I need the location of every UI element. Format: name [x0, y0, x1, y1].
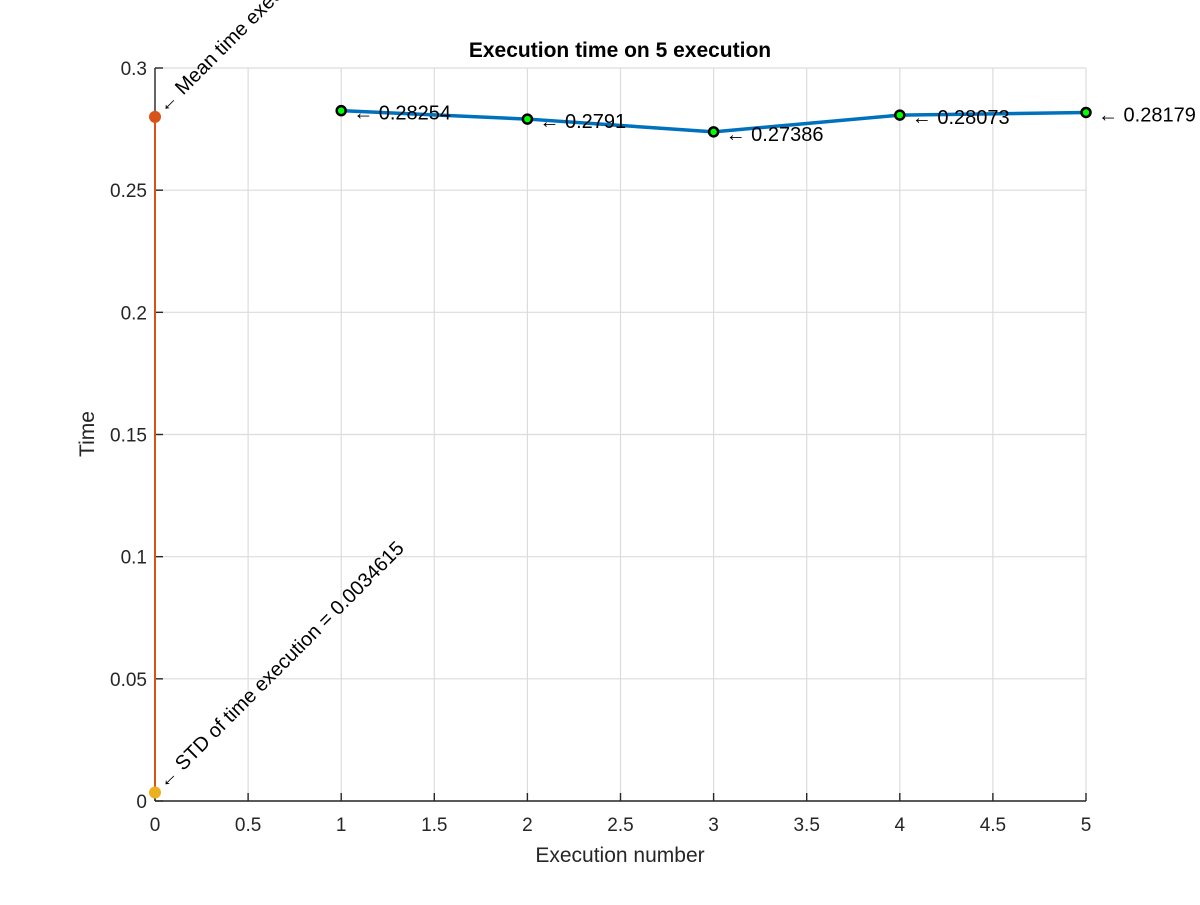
execution-time-data-label: ← 0.28179 — [1098, 104, 1196, 126]
x-tick-label: 2.5 — [607, 815, 633, 836]
x-tick-label: 2 — [522, 815, 533, 836]
x-tick-label: 1.5 — [421, 815, 447, 836]
series-layer — [149, 104, 1092, 799]
y-tick-label: 0.15 — [110, 426, 147, 447]
x-tick-label: 0 — [150, 815, 161, 836]
mean-time-point — [149, 110, 161, 123]
x-tick-label: 0.5 — [235, 815, 261, 836]
x-tick-label: 5 — [1081, 815, 1092, 836]
y-tick-label: 0.3 — [121, 59, 147, 80]
execution-time-point — [1080, 106, 1092, 119]
execution-time-point — [521, 113, 534, 125]
x-tick-label: 3 — [708, 815, 719, 836]
execution-time-point — [894, 109, 906, 121]
y-tick-label: 0.25 — [110, 181, 147, 202]
tick-labels: 0 0.5 1 1.5 2 2.5 3 3.5 4 4.5 5 0 0.05 0.1 0.15 0.2 0.25… — [110, 59, 1091, 836]
execution-time-data-label: ← 0.27386 — [726, 124, 824, 146]
y-tick-label: 0.1 — [121, 548, 147, 569]
grid — [154, 67, 1087, 802]
y-axis-label: Time — [76, 411, 99, 457]
x-tick-label: 4 — [895, 815, 906, 836]
y-tick-label: 0.05 — [110, 670, 147, 691]
chart-title: Execution time on 5 execution — [469, 39, 771, 62]
execution-time-data-label: ← 0.28254 — [353, 103, 451, 125]
y-tick-label: 0.2 — [121, 303, 147, 324]
execution-time-data-label: ← 0.28073 — [912, 107, 1010, 129]
x-tick-label: 1 — [336, 815, 347, 836]
x-tick-label: 3.5 — [793, 815, 819, 836]
x-axis-label: Execution number — [535, 844, 704, 867]
std-time-point — [149, 786, 161, 799]
x-tick-label: 4.5 — [980, 815, 1006, 836]
execution-time-point — [707, 126, 720, 138]
execution-time-data-label: ← 0.2791 — [539, 111, 626, 133]
y-tick-label: 0 — [136, 792, 147, 813]
execution-time-point — [335, 104, 347, 117]
